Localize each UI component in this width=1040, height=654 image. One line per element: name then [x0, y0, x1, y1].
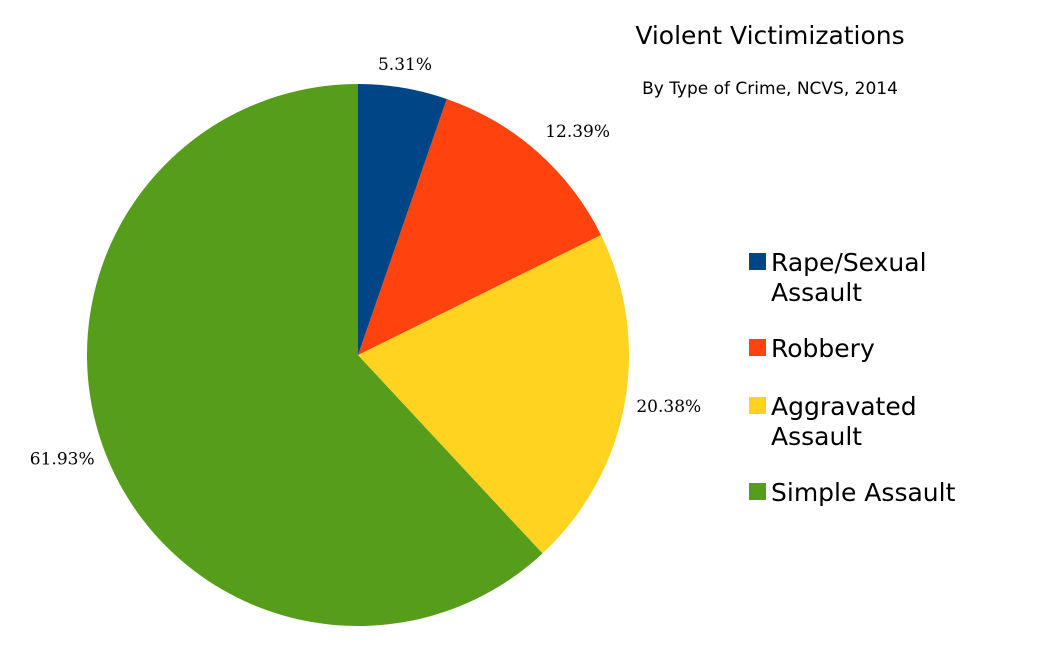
- slice-label-simple-assault: 61.93%: [30, 450, 95, 470]
- slice-label-robbery: 12.39%: [545, 122, 610, 142]
- chart-title: Violent Victimizations: [635, 21, 904, 50]
- slice-simple-assault: [86, 84, 543, 627]
- chart-subtitle: By Type of Crime, NCVS, 2014: [642, 79, 898, 99]
- legend-label-simple-assault: Simple Assault: [771, 478, 956, 507]
- slice-label-rape-sexual-assault: 5.31%: [378, 55, 432, 75]
- legend-swatch-aggravated-assault: [749, 397, 766, 414]
- slice-aggravated-assault: [358, 234, 629, 554]
- legend-swatch-simple-assault: [749, 483, 766, 500]
- slice-labels: 61.93% 20.38% 12.39% 5.31%: [30, 55, 701, 470]
- slice-robbery: [358, 98, 601, 355]
- legend-label-aggravated-assault: Aggravated: [771, 392, 917, 421]
- legend-label-aggravated-assault-line2: Assault: [771, 422, 862, 451]
- slice-label-aggravated-assault: 20.38%: [636, 397, 701, 417]
- slice-rape-sexual-assault: [358, 84, 447, 355]
- pie-slices: [86, 84, 629, 627]
- legend: Rape/SexualAssaultRobberyAggravatedAssau…: [749, 248, 956, 507]
- legend-label-robbery: Robbery: [771, 334, 875, 363]
- legend-swatch-robbery: [749, 339, 766, 356]
- legend-label-rape-sexual-assault: Rape/Sexual: [771, 248, 927, 277]
- legend-label-rape-sexual-assault-line2: Assault: [771, 278, 862, 307]
- legend-swatch-rape-sexual-assault: [749, 253, 766, 270]
